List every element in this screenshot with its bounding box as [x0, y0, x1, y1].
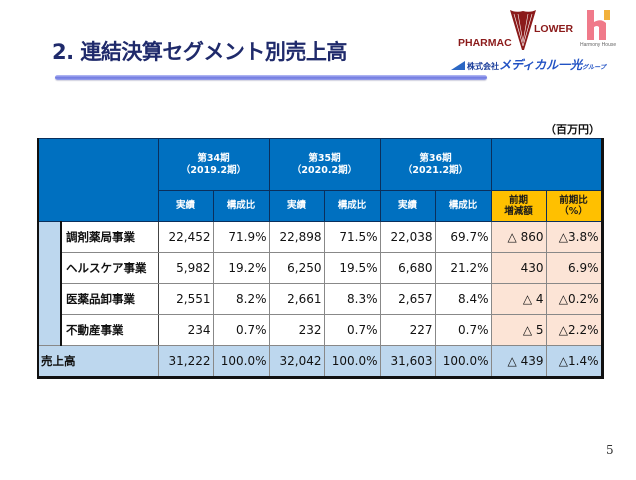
total-label: 売上高: [37, 345, 159, 379]
medical-ikko-logo: 株式会社メディカル一光グループ: [451, 56, 606, 73]
col-yoy-diff: 前期 増減額: [490, 190, 547, 222]
col-actual-34: 実績: [157, 190, 214, 222]
unit-label: （百万円）: [545, 123, 600, 136]
period-header-36: 第36期 （2021.2期）: [379, 138, 492, 191]
harmony-house-logo-icon: [587, 10, 610, 40]
table-row: 医薬品卸事業 2,551 8.2% 2,661 8.3% 2,657 8.4% …: [38, 283, 604, 315]
row-label: 調剤薬局事業: [60, 221, 159, 253]
col-actual-35: 実績: [268, 190, 325, 222]
col-ratio-36: 構成比: [434, 190, 492, 222]
pharmacy-flower-logo-text-left: PHARMAC: [458, 37, 512, 49]
total-row: 売上高 31,222 100.0% 32,042 100.0% 31,603 1…: [37, 345, 604, 379]
col-yoy-pct: 前期比 （%）: [545, 190, 604, 222]
title-underline: [55, 75, 487, 80]
mountain-logo-icon: [451, 61, 465, 70]
corner-header-cell: [37, 138, 159, 222]
flower-logo-icon: [510, 10, 536, 50]
segment-sales-table: 第34期 （2019.2期） 第35期 （2020.2期） 第36期 （2021…: [37, 138, 604, 379]
page-title: 2. 連結決算セグメント別売上高: [52, 40, 347, 64]
col-ratio-35: 構成比: [323, 190, 381, 222]
table-row: 調剤薬局事業 22,452 71.9% 22,898 71.5% 22,038 …: [37, 221, 604, 346]
table-row: 不動産事業 234 0.7% 232 0.7% 227 0.7% △ 5 △2.…: [38, 314, 604, 346]
col-ratio-34: 構成比: [212, 190, 270, 222]
segment-indent-cell: [37, 221, 62, 346]
page-number: 5: [606, 443, 614, 457]
period-header-35: 第35期 （2020.2期）: [268, 138, 381, 191]
row-label: 医薬品卸事業: [60, 283, 159, 315]
pharmacy-flower-logo-text-right: LOWER: [534, 23, 574, 35]
table-row: ヘルスケア事業 5,982 19.2% 6,250 19.5% 6,680 21…: [38, 252, 604, 284]
company-logos: PHARMAC LOWER Harmony House 株式会社メディカル一光グ…: [448, 4, 628, 74]
yoy-header-blank: [490, 138, 604, 191]
period-header-34: 第34期 （2019.2期）: [157, 138, 270, 191]
col-actual-36: 実績: [379, 190, 436, 222]
row-label: 不動産事業: [60, 314, 159, 346]
row-label: ヘルスケア事業: [60, 252, 159, 284]
harmony-house-logo-text: Harmony House: [580, 42, 617, 48]
